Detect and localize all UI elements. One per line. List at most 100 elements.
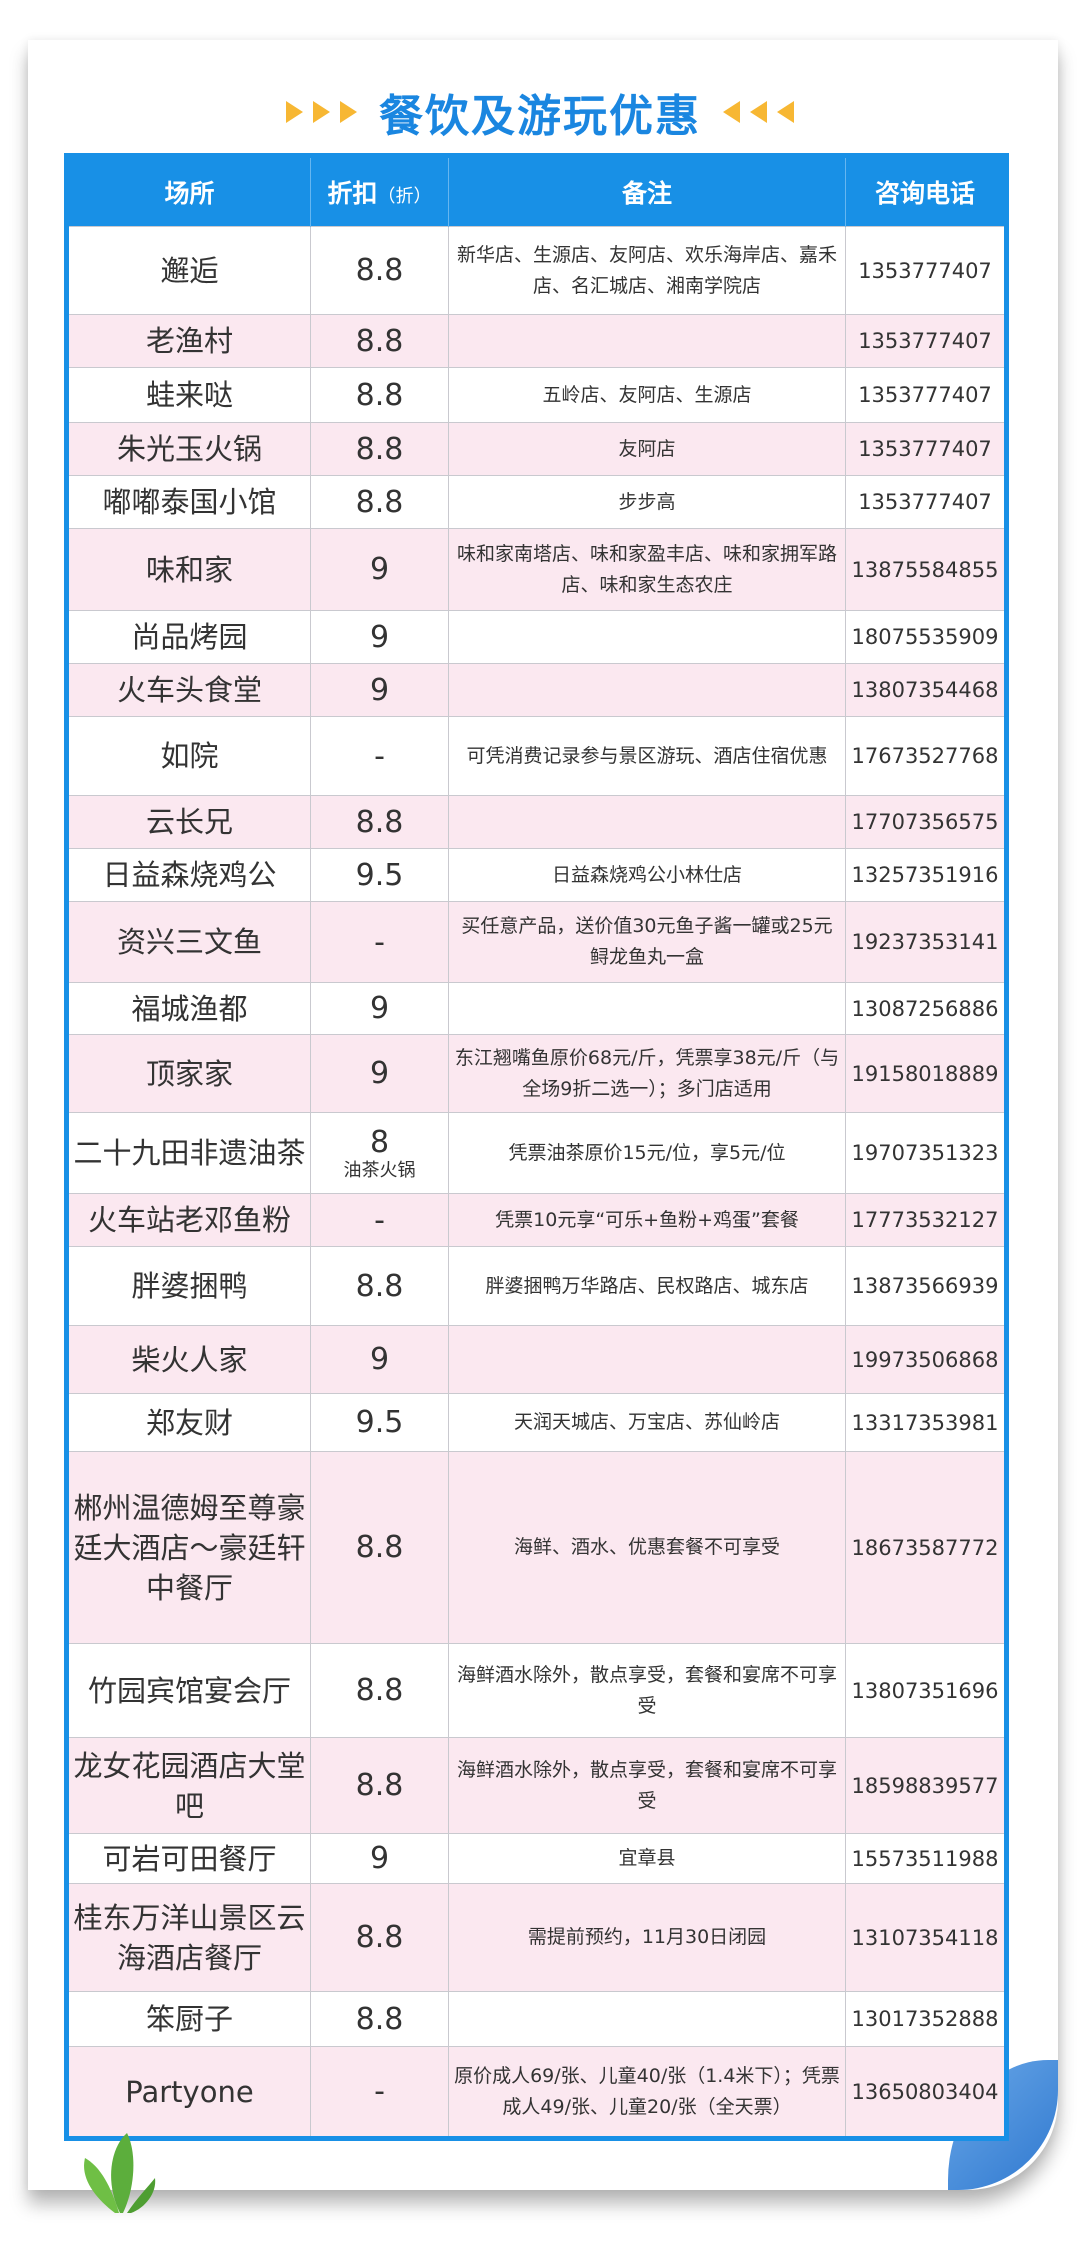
place-name: 龙女花园酒店大堂吧 xyxy=(66,1737,311,1834)
note-cell-text: 需提前预约，11月30日闭园 xyxy=(527,1926,767,1948)
note-cell: 日益森烧鸡公小林仕店 xyxy=(448,848,846,902)
phone-number-text: 13807354468 xyxy=(851,678,999,702)
phone-number: 13807354468 xyxy=(845,663,1007,717)
place-name-text: 柴火人家 xyxy=(131,1342,248,1377)
discount-value: 9 xyxy=(310,663,449,717)
table-row: 如院 - 可凭消费记录参与景区游玩、酒店住宿优惠 17673527768 xyxy=(66,716,1007,796)
discount-value: 8.8 xyxy=(310,1246,449,1326)
place-name: 味和家 xyxy=(66,528,311,611)
place-name-text: 火车头食堂 xyxy=(116,673,262,707)
table-row: 味和家 9 味和家南塔店、味和家盈丰店、味和家拥军路店、味和家生态农庄 1387558… xyxy=(66,528,1007,611)
discount-value-text: 8.8 xyxy=(355,431,404,467)
phone-number: 17707356575 xyxy=(845,795,1007,849)
discount-value-text: 9.5 xyxy=(355,1405,404,1440)
place-name-text: 日益森烧鸡公 xyxy=(102,858,277,892)
discount-value: 8.8 xyxy=(310,795,449,849)
table-row: 老渔村 8.8 1353777407 xyxy=(66,314,1007,368)
place-name-text: 笨厨子 xyxy=(145,2002,233,2036)
phone-number: 18075535909 xyxy=(845,610,1007,664)
discount-value: 9 xyxy=(310,1325,449,1394)
phone-number-text: 13807351696 xyxy=(851,1678,999,1703)
phone-number-text: 1353777407 xyxy=(858,383,992,407)
discount-value: 9 xyxy=(310,1833,449,1884)
discount-value-text: 8 xyxy=(369,1124,390,1160)
phone-number-text: 19158018889 xyxy=(851,1061,999,1086)
table-row: 云长兄 8.8 17707356575 xyxy=(66,795,1007,849)
place-name-text: 顶家家 xyxy=(145,1056,233,1091)
phone-number-text: 18598839577 xyxy=(851,1773,999,1798)
discount-value: - xyxy=(310,2046,449,2139)
discount-value: 8.8 xyxy=(310,1991,449,2047)
discount-value-text: 8.8 xyxy=(355,2001,404,2037)
note-cell-text: 五岭店、友阿店、生源店 xyxy=(542,383,752,406)
phone-number-text: 17707356575 xyxy=(851,810,999,834)
note-cell: 味和家南塔店、味和家盈丰店、味和家拥军路店、味和家生态农庄 xyxy=(448,528,846,611)
discount-value: 8.8 xyxy=(310,314,449,368)
discount-value: 8.8 xyxy=(310,367,449,423)
discount-value-text: 8.8 xyxy=(355,377,404,413)
discount-value-text: 9 xyxy=(369,672,390,708)
note-cell-text: 胖婆捆鸭万华路店、民权路店、城东店 xyxy=(485,1274,809,1297)
phone-number: 1353777407 xyxy=(845,422,1007,476)
col-discount: 折扣（折） xyxy=(310,155,449,227)
phone-number-text: 18075535909 xyxy=(851,625,999,649)
discount-value: - xyxy=(310,1193,449,1247)
note-cell: 海鲜、酒水、优惠套餐不可享受 xyxy=(448,1451,846,1644)
phone-number-text: 17673527768 xyxy=(851,744,999,768)
phone-number: 19707351323 xyxy=(845,1112,1007,1194)
discount-value-text: 8.8 xyxy=(355,1530,404,1565)
place-name: Partyone xyxy=(66,2046,311,2139)
discount-table: 场所 折扣（折） 备注 咨询电话 邂逅 8.8 新华店、生源店、友阿店、欢乐海岸店、… xyxy=(64,153,1009,2141)
discount-value: - xyxy=(310,716,449,796)
discount-value-text: 9 xyxy=(369,1342,390,1377)
note-cell: 凭票10元享“可乐+鱼粉+鸡蛋”套餐 xyxy=(448,1193,846,1247)
table-row: 邂逅 8.8 新华店、生源店、友阿店、欢乐海岸店、嘉禾店、名汇城店、湘南学院店 135… xyxy=(66,226,1007,315)
discount-value-text: 8.8 xyxy=(355,1268,404,1304)
discount-value-text: 8.8 xyxy=(355,1673,404,1708)
discount-value-text: 8.8 xyxy=(355,323,404,359)
place-name: 火车站老邓鱼粉 xyxy=(66,1193,311,1247)
place-name-text: 龙女花园酒店大堂吧 xyxy=(73,1748,306,1823)
phone-number: 19158018889 xyxy=(845,1034,1007,1113)
discount-value: 9.5 xyxy=(310,848,449,902)
note-cell-text: 凭票10元享“可乐+鱼粉+鸡蛋”套餐 xyxy=(495,1208,799,1231)
discount-value: 8.8 xyxy=(310,1451,449,1644)
note-cell: 买任意产品，送价值30元鱼子酱一罐或25元鲟龙鱼丸一盒 xyxy=(448,901,846,983)
phone-number: 1353777407 xyxy=(845,226,1007,315)
col-discount-label: 折扣 xyxy=(327,179,378,208)
title-bar: 餐饮及游玩优惠 xyxy=(0,80,1080,144)
table-row: 郑友财 9.5 天润天城店、万宝店、苏仙岭店 13317353981 xyxy=(66,1393,1007,1452)
discount-value: 8.8 xyxy=(310,475,449,529)
phone-number: 13257351916 xyxy=(845,848,1007,902)
place-name: 云长兄 xyxy=(66,795,311,849)
place-name-text: Partyone xyxy=(125,2074,254,2109)
table-row: 日益森烧鸡公 9.5 日益森烧鸡公小林仕店 13257351916 xyxy=(66,848,1007,902)
note-cell xyxy=(448,1325,846,1394)
table-row: 顶家家 9 东江翘嘴鱼原价68元/斤，凭票享38元/斤（与全场9折二选一）；多门店适… xyxy=(66,1034,1007,1113)
table-row: 龙女花园酒店大堂吧 8.8 海鲜酒水除外，散点享受，套餐和宴席不可享受 1859883… xyxy=(66,1737,1007,1834)
plant-decoration xyxy=(84,2133,156,2213)
place-name: 桂东万洋山景区云海酒店餐厅 xyxy=(66,1883,311,1992)
phone-number-text: 13873566939 xyxy=(851,1274,999,1298)
phone-number-text: 13017352888 xyxy=(851,2007,999,2031)
note-cell xyxy=(448,795,846,849)
phone-number: 17773532127 xyxy=(845,1193,1007,1247)
col-note: 备注 xyxy=(448,155,846,227)
note-cell-text: 新华店、生源店、友阿店、欢乐海岸店、嘉禾店、名汇城店、湘南学院店 xyxy=(456,243,837,297)
page-title: 餐饮及游玩优惠 xyxy=(379,91,701,142)
note-cell-text: 原价成人69/张、儿童40/张（1.4米下）；凭票成人49/张、儿童20/张（全… xyxy=(454,2064,840,2118)
note-cell xyxy=(448,982,846,1035)
table-row: 笨厨子 8.8 13017352888 xyxy=(66,1991,1007,2047)
phone-number: 19237353141 xyxy=(845,901,1007,983)
phone-number-text: 19237353141 xyxy=(851,930,999,954)
place-name: 尚品烤园 xyxy=(66,610,311,664)
table-row: 朱光玉火锅 8.8 友阿店 1353777407 xyxy=(66,422,1007,476)
note-cell: 海鲜酒水除外，散点享受，套餐和宴席不可享受 xyxy=(448,1737,846,1834)
place-name-text: 如院 xyxy=(160,739,219,773)
discount-value-text: 8.8 xyxy=(355,804,404,840)
arrow-right-icons xyxy=(286,101,357,123)
note-cell: 胖婆捆鸭万华路店、民权路店、城东店 xyxy=(448,1246,846,1326)
discount-value-text: - xyxy=(374,738,385,774)
discount-value-text: 9 xyxy=(369,619,390,655)
phone-number-text: 15573511988 xyxy=(851,1846,999,1871)
